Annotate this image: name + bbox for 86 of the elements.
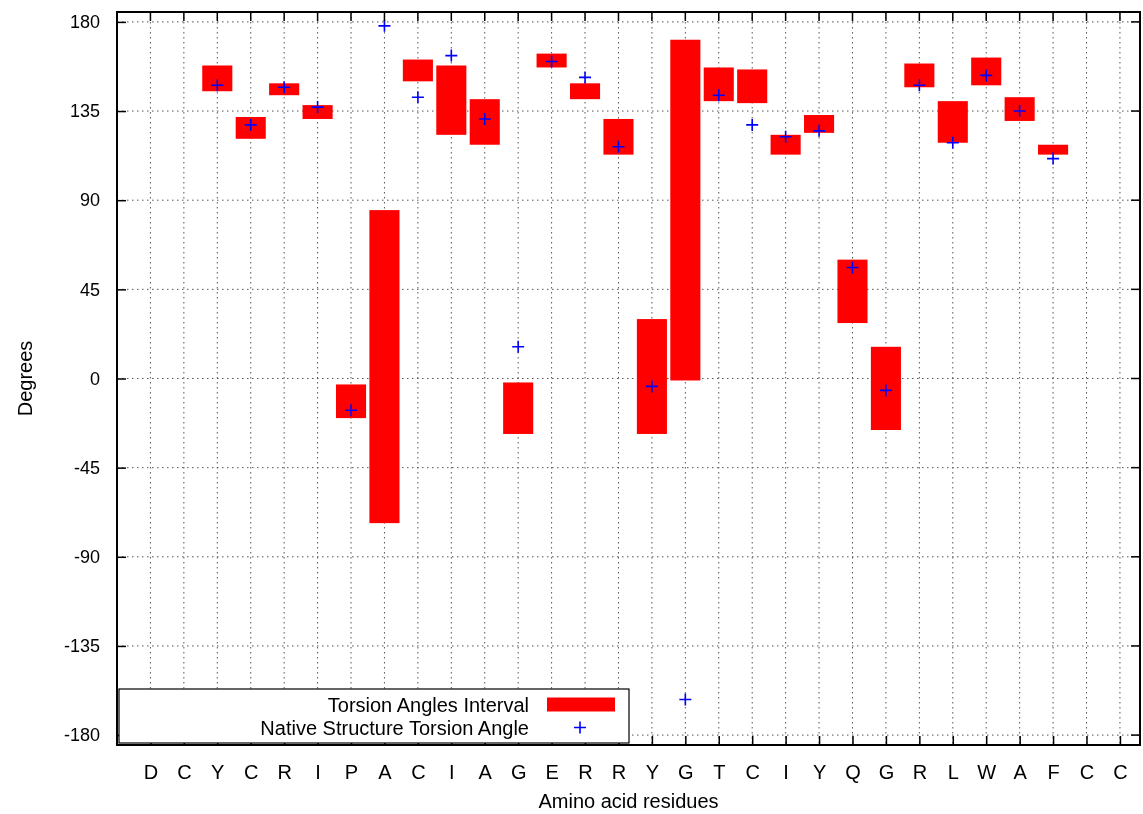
x-tick-label: R xyxy=(912,761,928,784)
bar xyxy=(737,69,768,104)
point xyxy=(1046,151,1060,166)
x-tick-label: I xyxy=(449,761,455,784)
x-tick-label: C xyxy=(411,761,426,784)
x-tick-label: G xyxy=(510,761,527,784)
x-tick-label: Q xyxy=(845,761,861,784)
bar xyxy=(670,39,701,381)
point xyxy=(912,78,927,93)
x-tick-label: A xyxy=(478,761,493,784)
point xyxy=(444,48,459,63)
x-tick-label: C xyxy=(244,761,259,784)
bar xyxy=(1038,144,1069,155)
x-tick-label: A xyxy=(1013,761,1028,784)
x-tick-label: W xyxy=(977,761,997,784)
y-tick-label: 0 xyxy=(89,368,100,389)
point xyxy=(945,135,960,150)
x-tick-label: I xyxy=(315,761,321,784)
x-tick-label: C xyxy=(1113,761,1128,784)
point xyxy=(711,88,726,103)
bar xyxy=(570,83,601,100)
y-tick-label: 90 xyxy=(79,190,100,211)
x-tick-label: I xyxy=(783,761,789,784)
legend-label: Native Structure Torsion Angle xyxy=(260,716,529,739)
x-tick-label: D xyxy=(143,761,159,784)
x-tick-label: R xyxy=(578,761,593,784)
x-tick-label: C xyxy=(177,761,192,784)
x-tick-label: T xyxy=(713,761,726,784)
x-tick-label: A xyxy=(378,761,393,784)
point xyxy=(611,139,626,154)
x-tick-label: Y xyxy=(645,761,660,784)
x-tick-label: C xyxy=(745,761,760,784)
bar xyxy=(369,210,400,524)
y-axis-title: Degrees xyxy=(14,340,36,417)
point xyxy=(578,70,592,85)
y-tick-label: 135 xyxy=(69,101,100,122)
point xyxy=(277,80,291,95)
bar xyxy=(971,57,1002,86)
x-tick-label: L xyxy=(947,761,959,784)
x-axis-title: Amino acid residues xyxy=(538,790,719,812)
bar xyxy=(636,319,667,434)
point xyxy=(310,100,325,114)
bar xyxy=(770,134,801,155)
bar xyxy=(235,117,266,139)
bar xyxy=(469,99,500,145)
x-tick-label: Y xyxy=(812,761,827,784)
bar xyxy=(904,63,935,88)
point xyxy=(645,379,659,394)
bar xyxy=(870,346,901,431)
y-tick-label: 180 xyxy=(69,12,100,33)
bar xyxy=(703,67,734,102)
bar xyxy=(335,384,367,419)
bar xyxy=(837,259,868,324)
x-tick-label: R xyxy=(611,761,627,784)
point xyxy=(411,90,425,104)
x-tick-label: R xyxy=(277,761,292,784)
y-tick-label: -90 xyxy=(73,547,100,568)
bar xyxy=(436,65,467,135)
point xyxy=(511,340,525,354)
x-tick-label: E xyxy=(545,761,559,784)
x-tick-label: G xyxy=(878,761,895,784)
bar xyxy=(202,65,233,92)
point xyxy=(544,54,559,69)
x-tick-label: C xyxy=(1079,761,1095,784)
point xyxy=(745,118,759,132)
point xyxy=(377,19,392,33)
bar xyxy=(402,59,433,82)
x-tick-label: Y xyxy=(211,761,225,784)
bar xyxy=(1004,97,1035,121)
y-tick-label: -180 xyxy=(63,725,100,746)
bar xyxy=(804,115,835,133)
point xyxy=(879,383,893,398)
bar xyxy=(503,382,534,434)
x-tick-label: P xyxy=(344,761,359,784)
bar xyxy=(937,101,968,143)
legend-label: Torsion Angles Interval xyxy=(327,693,529,716)
y-tick-label: -135 xyxy=(63,636,100,657)
y-tick-label: 45 xyxy=(79,279,100,300)
x-tick-label: G xyxy=(678,761,694,784)
point xyxy=(845,260,860,275)
point xyxy=(678,692,693,707)
point xyxy=(344,403,358,417)
bar xyxy=(603,118,634,155)
y-tick-label: -45 xyxy=(73,457,100,478)
bar xyxy=(302,105,333,119)
x-tick-label: F xyxy=(1047,761,1060,784)
